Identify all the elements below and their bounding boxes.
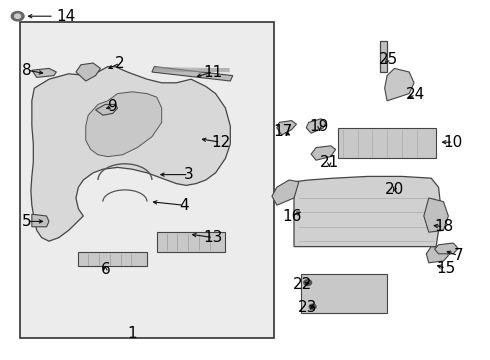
Bar [20, 22, 274, 338]
Text: 4: 4 [179, 198, 189, 213]
Bar [157, 232, 225, 252]
Polygon shape [277, 121, 296, 135]
Text: 15: 15 [436, 261, 456, 276]
Polygon shape [380, 41, 387, 72]
Text: 12: 12 [211, 135, 230, 150]
Text: 6: 6 [100, 262, 110, 278]
Polygon shape [76, 63, 100, 81]
Text: 22: 22 [293, 277, 313, 292]
Text: 20: 20 [385, 181, 404, 197]
Polygon shape [294, 176, 441, 247]
Polygon shape [86, 92, 162, 157]
Bar [78, 252, 147, 266]
Circle shape [15, 14, 21, 18]
Text: 5: 5 [22, 214, 32, 229]
Text: 10: 10 [443, 135, 463, 150]
Bar [301, 274, 387, 313]
Circle shape [309, 304, 316, 309]
Text: 9: 9 [108, 99, 118, 114]
Polygon shape [306, 119, 326, 133]
Text: 17: 17 [273, 124, 293, 139]
Text: 23: 23 [298, 300, 318, 315]
Polygon shape [32, 214, 49, 227]
Text: 16: 16 [282, 208, 301, 224]
Text: 14: 14 [56, 9, 75, 24]
Text: 18: 18 [434, 219, 453, 234]
Text: 19: 19 [310, 119, 329, 134]
Polygon shape [311, 146, 336, 160]
Text: 13: 13 [203, 230, 223, 245]
Bar [338, 128, 436, 158]
Text: 7: 7 [453, 248, 463, 263]
Polygon shape [424, 198, 448, 232]
Text: 25: 25 [378, 52, 398, 67]
Text: 1: 1 [127, 325, 137, 341]
Polygon shape [272, 180, 299, 205]
Text: 11: 11 [203, 64, 223, 80]
Polygon shape [96, 104, 118, 115]
Text: 24: 24 [406, 87, 425, 102]
Polygon shape [31, 67, 230, 241]
Text: 3: 3 [184, 167, 194, 182]
Circle shape [304, 280, 312, 285]
Text: 2: 2 [115, 55, 125, 71]
Polygon shape [152, 67, 233, 81]
Polygon shape [32, 68, 56, 77]
Circle shape [11, 12, 24, 21]
Polygon shape [435, 243, 458, 254]
Polygon shape [426, 247, 448, 263]
Polygon shape [385, 68, 414, 101]
Text: 21: 21 [319, 155, 339, 170]
Text: 8: 8 [22, 63, 32, 78]
